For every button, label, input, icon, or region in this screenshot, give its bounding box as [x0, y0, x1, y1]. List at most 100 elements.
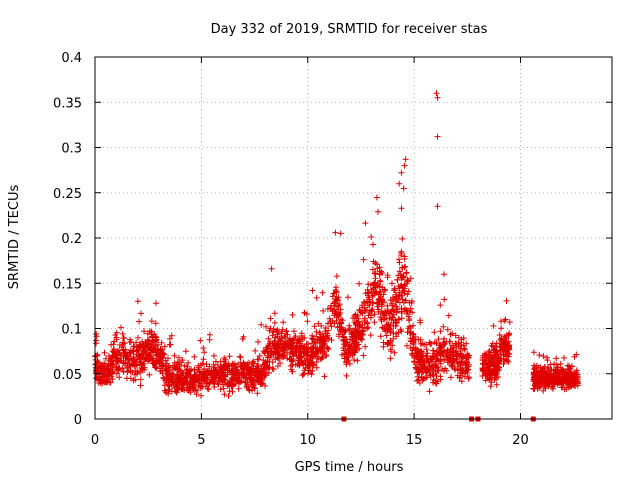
data-point: [252, 347, 259, 354]
data-point: [458, 358, 465, 365]
data-point: [142, 350, 149, 357]
data-point: [309, 340, 315, 347]
data-point: [288, 340, 295, 347]
data-point: [171, 359, 178, 366]
data-point: [221, 373, 228, 380]
data-point: [200, 345, 207, 351]
data-point: [332, 229, 339, 236]
data-point: [206, 381, 213, 387]
data-point: [105, 371, 112, 378]
grid: [95, 57, 612, 419]
data-point: [153, 334, 160, 341]
data-point: [539, 368, 545, 375]
data-point: [437, 328, 444, 335]
data-point: [273, 328, 280, 335]
data-point: [479, 368, 486, 375]
data-point: [185, 359, 192, 366]
data-point: [307, 356, 313, 363]
data-point: [552, 378, 559, 385]
data-point: [336, 311, 343, 318]
data-point: [404, 308, 411, 315]
data-point: [103, 379, 110, 386]
data-point: [398, 248, 405, 255]
data-point: [313, 364, 320, 371]
data-point: [376, 271, 383, 278]
data-point: [463, 340, 470, 347]
data-point: [137, 376, 144, 383]
data-point: [560, 370, 567, 377]
data-point: [503, 334, 510, 341]
data-point: [149, 333, 155, 340]
data-point: [369, 266, 376, 273]
data-point: [146, 371, 153, 378]
data-point: [266, 343, 273, 349]
data-point: [333, 273, 340, 280]
data-point: [376, 297, 383, 304]
data-point: [199, 376, 206, 383]
data-point: [161, 343, 168, 350]
data-point: [101, 349, 108, 356]
data-point: [384, 302, 391, 309]
x-tick-label: 20: [512, 433, 529, 448]
data-point: [420, 369, 426, 376]
data-point: [417, 336, 424, 343]
data-point: [283, 328, 290, 335]
data-point: [501, 346, 508, 353]
data-point: [126, 361, 133, 368]
data-point: [230, 381, 237, 388]
data-point: [390, 323, 397, 329]
data-point: [462, 367, 469, 374]
data-point: [235, 361, 241, 368]
data-point: [500, 361, 507, 367]
data-point: [480, 367, 487, 374]
data-point: [436, 342, 443, 348]
data-point: [498, 335, 505, 342]
data-point: [398, 305, 405, 312]
data-point: [125, 356, 131, 363]
data-point: [455, 367, 461, 374]
data-point: [120, 346, 127, 353]
data-point: [152, 361, 159, 368]
data-point: [564, 372, 570, 379]
x-tick-label: 15: [406, 433, 423, 448]
data-point: [222, 369, 229, 376]
data-point: [440, 323, 447, 330]
data-point: [540, 387, 547, 394]
data-point: [389, 302, 396, 309]
data-point: [561, 354, 567, 361]
data-point: [160, 354, 167, 361]
data-point: [447, 355, 454, 361]
data-point: [154, 341, 161, 348]
data-point: [132, 361, 139, 368]
data-point: [425, 358, 432, 365]
data-point: [153, 300, 159, 307]
data-point: [258, 321, 265, 328]
data-point: [198, 392, 204, 399]
data-point: [203, 380, 210, 387]
data-point: [364, 325, 371, 332]
data-point: [431, 339, 438, 346]
data-point: [434, 94, 441, 101]
data-point: [457, 348, 464, 354]
data-point: [332, 296, 339, 303]
data-point: [463, 361, 470, 368]
data-point: [381, 315, 388, 322]
data-point: [278, 330, 285, 337]
data-point: [146, 328, 153, 334]
data-point: [444, 326, 451, 333]
data-point: [426, 339, 433, 346]
data-point: [301, 309, 308, 316]
data-point: [174, 373, 181, 380]
data-point: [387, 337, 394, 344]
data-point: [502, 316, 509, 323]
data-point: [239, 336, 246, 342]
data-point: [503, 297, 510, 304]
y-axis-label: SRMTID / TECUs: [7, 185, 22, 290]
data-point: [144, 354, 150, 361]
data-point: [130, 348, 137, 355]
chart-title: Day 332 of 2019, SRMTID for receiver sta…: [211, 22, 488, 37]
data-point: [221, 379, 228, 386]
data-point: [571, 372, 578, 379]
data-point: [287, 363, 294, 369]
data-point: [190, 381, 197, 388]
